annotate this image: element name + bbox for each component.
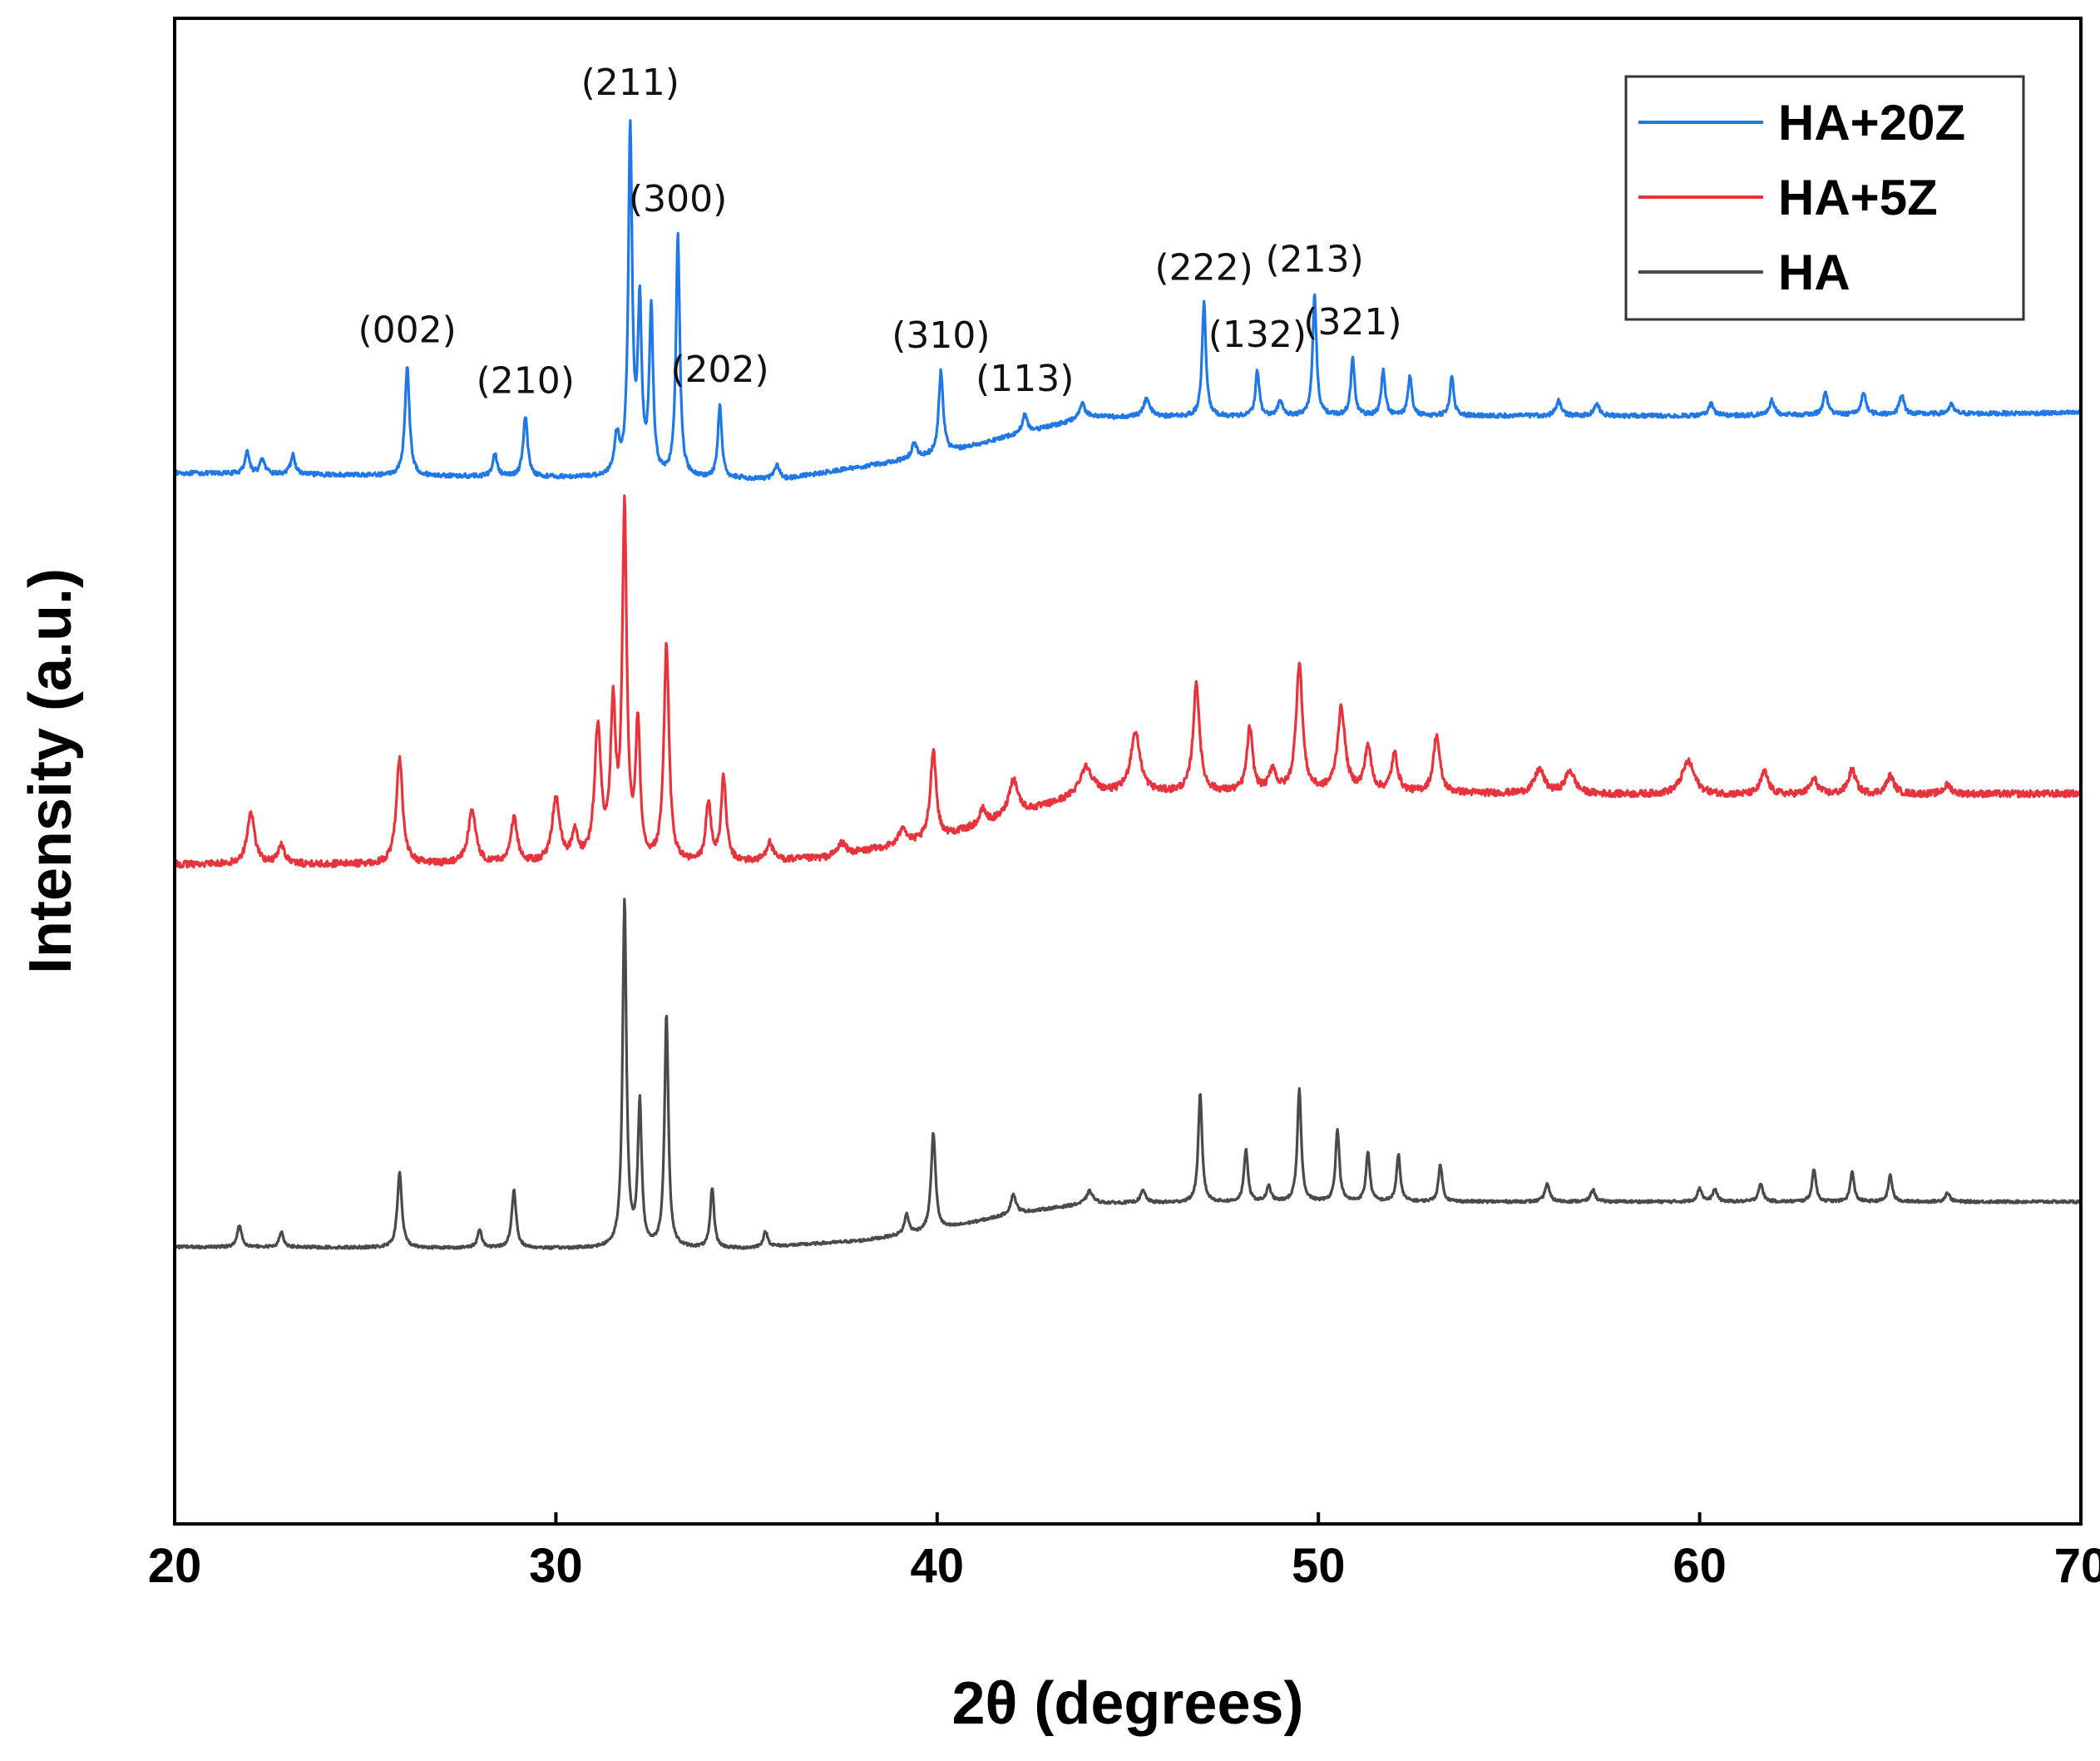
- legend-entries: HA+20Z HA+5Z HA: [1638, 95, 1965, 300]
- peak-label: (002): [358, 309, 456, 352]
- plot-frame: [173, 17, 2083, 1526]
- legend: HA+20Z HA+5Z HA: [1624, 75, 2025, 321]
- x-tick-label: 70: [2054, 1539, 2100, 1593]
- peak-label: (202): [670, 349, 768, 391]
- series-layer: [173, 119, 2083, 1250]
- legend-label: HA+5Z: [1778, 170, 1938, 225]
- series-line-ha: [174, 898, 2083, 1250]
- x-tick-label: 60: [1673, 1539, 1727, 1593]
- series-line-ha-5z: [173, 494, 2082, 869]
- series-line-ha-20z: [174, 119, 2082, 482]
- x-tick-label: 40: [911, 1539, 965, 1593]
- x-tick-layer: 20 30 40 50 60 70: [148, 1512, 2100, 1593]
- x-tick-label: 50: [1292, 1539, 1346, 1593]
- peak-label: (213): [1265, 238, 1363, 280]
- peak-label: (211): [581, 62, 679, 104]
- peak-label: (113): [976, 358, 1074, 400]
- y-axis-title: Intensity (a.u.): [17, 568, 84, 974]
- peak-label: (321): [1303, 301, 1401, 344]
- x-axis-title: 2θ (degrees): [951, 1670, 1303, 1737]
- legend-label: HA: [1778, 245, 1850, 300]
- peak-label: (210): [477, 359, 575, 402]
- peak-label: (300): [629, 178, 727, 220]
- legend-label: HA+20Z: [1778, 95, 1965, 151]
- x-tick-label: 20: [148, 1539, 202, 1593]
- peak-label: (222): [1155, 247, 1253, 289]
- x-tick-label: 30: [529, 1539, 583, 1593]
- peak-label: (132): [1208, 314, 1307, 356]
- peak-label: (310): [892, 314, 990, 357]
- peak-label-layer: (002) (210) (211) (300) (202) (310)(113) (222)…: [358, 62, 1401, 402]
